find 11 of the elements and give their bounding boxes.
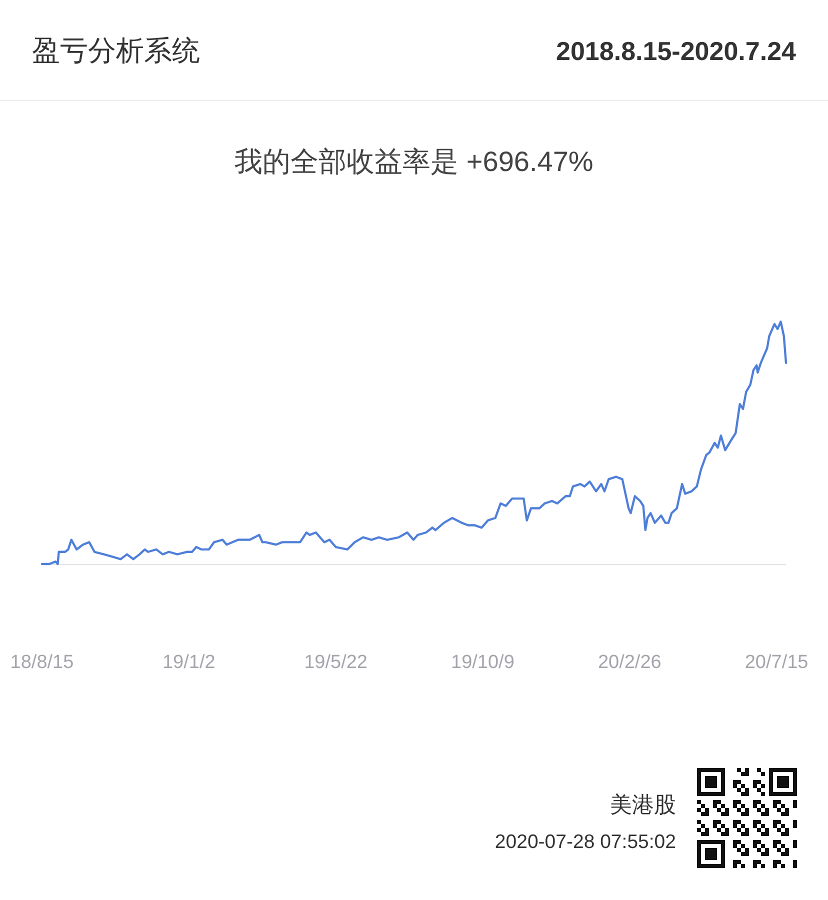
chart-title: 盈亏分析系统: [32, 35, 200, 66]
chart-subtitle: 我的全部收益率是 +696.47%: [234, 146, 594, 177]
x-tick-label: 20/7/15: [744, 652, 808, 673]
x-tick-label: 19/1/2: [162, 652, 216, 673]
x-tick-label: 19/10/9: [451, 652, 514, 673]
x-tick-label: 19/5/22: [304, 652, 368, 673]
x-tick-label: 18/8/15: [10, 652, 74, 673]
text: 美港股: [610, 792, 676, 817]
x-tick-label: 20/2/26: [598, 652, 662, 673]
text: 2018.8.15-2020.7.24: [556, 36, 797, 66]
text: 2020-07-28 07:55:02: [494, 831, 676, 853]
